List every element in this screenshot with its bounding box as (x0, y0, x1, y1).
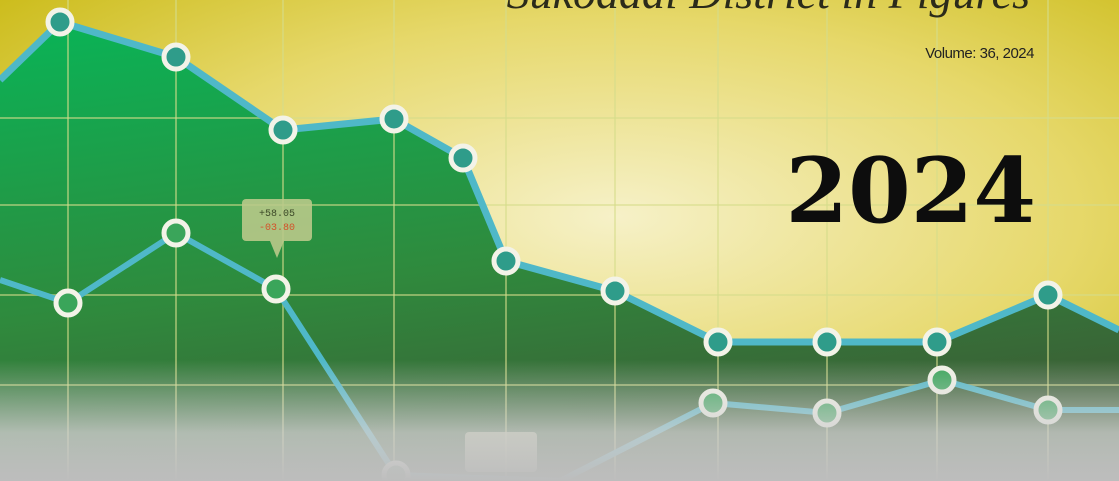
volume: Volume: 36, 2024 (925, 45, 1034, 62)
tag-up: +58.05 (259, 209, 295, 220)
title: Sukodadi District in Figures (507, 0, 1030, 18)
fog (0, 360, 1119, 481)
cover: +58.05 -03.80 Sukodadi District in Figur… (0, 0, 1119, 481)
year: 2024 (786, 138, 1037, 244)
tag-down: -03.80 (259, 223, 295, 234)
